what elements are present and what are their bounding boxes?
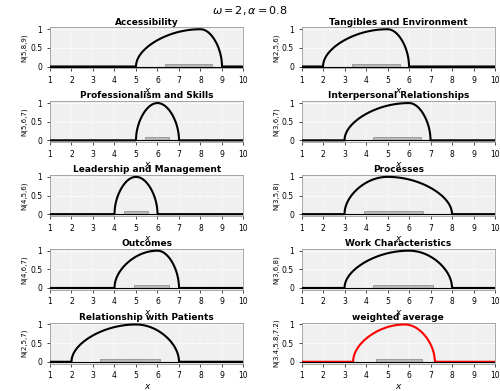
Y-axis label: N(3,5,8): N(3,5,8) [272,181,279,210]
Text: $\omega = 2, \alpha = 0.8$: $\omega = 2, \alpha = 0.8$ [212,4,288,17]
Title: Professionalism and Skills: Professionalism and Skills [80,91,214,100]
Title: Relationship with Patients: Relationship with Patients [80,313,214,322]
Bar [364,211,424,214]
Bar [146,137,170,140]
Bar [134,285,170,288]
Y-axis label: N(5,8,9): N(5,8,9) [21,34,28,62]
X-axis label: x: x [144,308,150,317]
Bar [352,63,400,66]
Title: Tangibles and Environment: Tangibles and Environment [329,18,468,27]
X-axis label: x: x [144,234,150,243]
Title: Leadership and Management: Leadership and Management [72,165,221,174]
Y-axis label: N(4,6,7): N(4,6,7) [21,255,28,283]
Title: Processes: Processes [373,165,424,174]
X-axis label: x: x [144,160,150,169]
X-axis label: x: x [144,86,150,95]
Title: weighted average: weighted average [352,313,444,322]
Bar [376,359,422,362]
Title: Interpersonal Relationships: Interpersonal Relationships [328,91,469,100]
Y-axis label: N(3,6,8): N(3,6,8) [272,255,279,284]
X-axis label: x: x [396,382,401,391]
Y-axis label: N(3.4,5.8,7.2): N(3.4,5.8,7.2) [272,319,279,368]
Bar [164,63,212,66]
Title: Accessibility: Accessibility [115,18,178,27]
X-axis label: x: x [396,308,401,317]
Title: Outcomes: Outcomes [121,239,172,248]
Y-axis label: N(2,5,7): N(2,5,7) [21,329,28,357]
Bar [124,211,148,214]
Title: Work Characteristics: Work Characteristics [345,239,452,248]
Y-axis label: N(2,5,6): N(2,5,6) [272,34,279,62]
Y-axis label: N(3,6,7): N(3,6,7) [272,107,279,136]
Y-axis label: N(4,5,6): N(4,5,6) [21,181,28,210]
X-axis label: x: x [396,160,401,169]
X-axis label: x: x [396,234,401,243]
X-axis label: x: x [396,86,401,95]
Bar [100,359,160,362]
Y-axis label: N(5,6,7): N(5,6,7) [21,108,28,136]
Bar [373,137,421,140]
Bar [373,285,433,288]
X-axis label: x: x [144,382,150,391]
